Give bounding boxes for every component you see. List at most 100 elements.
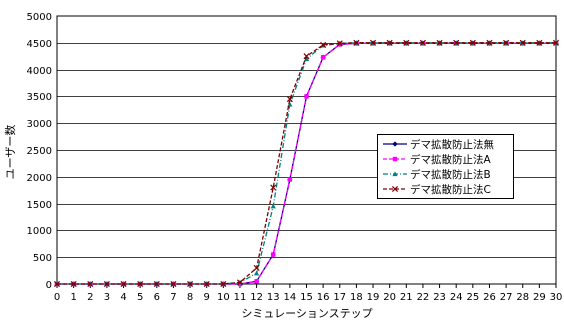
data-point <box>403 39 410 46</box>
tick-labels: 0 500 1000 1500 2000 2500 3000 3500 4000 4500 5000… <box>27 12 563 303</box>
data-point <box>187 280 194 288</box>
x-tick-label: 7 <box>170 292 176 303</box>
x-tick-label: 24 <box>450 292 463 303</box>
data-point <box>271 252 276 257</box>
x-tick-label: 19 <box>367 292 380 303</box>
data-point <box>170 280 177 288</box>
data-point <box>70 280 77 288</box>
legend-item: デマ拡散防止法A <box>383 153 491 166</box>
x-tick-label: 26 <box>483 292 496 303</box>
data-point <box>353 39 360 46</box>
y-tick-label: 0 <box>46 280 52 291</box>
x-tick-label: 9 <box>204 292 210 303</box>
data-point <box>53 280 61 288</box>
y-tick-label: 500 <box>33 253 52 264</box>
data-point <box>304 94 309 99</box>
x-tick-label: 28 <box>516 292 529 303</box>
y-axis-title-group: ユーザー数 <box>4 125 17 180</box>
x-tick-label: 1 <box>70 292 76 303</box>
data-point <box>287 177 293 182</box>
y-tick-label: 3500 <box>27 92 52 103</box>
legend-item: デマ拡散防止法C <box>383 183 491 196</box>
x-tick-label: 14 <box>283 292 296 303</box>
legend-item: デマ拡散防止法B <box>383 168 491 181</box>
x-tick-label: 12 <box>250 292 263 303</box>
data-point <box>303 53 310 60</box>
x-tick-label: 18 <box>350 292 363 303</box>
legend-label: デマ拡散防止法無 <box>410 138 494 151</box>
legend-marker <box>392 141 398 147</box>
y-tick-label: 2000 <box>27 173 52 184</box>
x-tick-label: 13 <box>267 292 280 303</box>
data-point <box>320 55 326 60</box>
x-tick-label: 2 <box>87 292 93 303</box>
x-tick-label: 6 <box>154 292 160 303</box>
data-point <box>469 39 476 46</box>
data-point <box>254 270 260 276</box>
x-tick-label: 20 <box>383 292 396 303</box>
legend-label: デマ拡散防止法B <box>410 168 491 181</box>
x-tick-label: 3 <box>104 292 110 303</box>
data-point <box>120 280 127 288</box>
x-tick-label: 5 <box>137 292 143 303</box>
legend-label: デマ拡散防止法A <box>410 153 491 166</box>
data-point <box>536 39 543 46</box>
data-point <box>254 279 259 284</box>
data-point <box>287 101 293 107</box>
legend-marker <box>392 156 398 162</box>
x-tick-label: 16 <box>317 292 330 303</box>
data-point <box>87 280 94 288</box>
data-point <box>503 39 510 46</box>
data-point <box>153 280 160 288</box>
y-tick-label: 1500 <box>27 200 52 211</box>
x-tick-label: 22 <box>417 292 430 303</box>
legend-item: デマ拡散防止法無 <box>383 138 494 151</box>
data-point <box>320 41 327 48</box>
x-tick-label: 25 <box>466 292 479 303</box>
data-point <box>419 39 426 46</box>
y-tick-label: 4500 <box>27 39 52 50</box>
x-tick-label: 17 <box>333 292 346 303</box>
data-point <box>253 264 260 271</box>
legend-box <box>377 134 514 199</box>
x-tick-label: 23 <box>433 292 446 303</box>
data-point <box>552 39 560 46</box>
data-point <box>203 280 210 288</box>
x-tick-label: 11 <box>234 292 247 303</box>
data-point <box>436 39 443 46</box>
x-tick-label: 29 <box>533 292 546 303</box>
data-point <box>270 203 276 209</box>
data-point <box>236 279 243 286</box>
data-point <box>286 96 293 103</box>
series-lines <box>53 39 560 288</box>
y-tick-label: 4000 <box>27 66 52 77</box>
y-tick-label: 1000 <box>27 226 52 237</box>
data-point <box>453 39 460 46</box>
data-point <box>137 280 144 288</box>
legend-marker <box>391 185 399 193</box>
data-point <box>386 39 393 46</box>
y-tick-label: 2500 <box>27 146 52 157</box>
data-point <box>370 39 377 46</box>
data-point <box>270 184 277 191</box>
data-point <box>303 56 310 61</box>
y-axis-title: ユーザー数 <box>4 125 17 180</box>
x-tick-label: 21 <box>400 292 413 303</box>
gridlines <box>57 43 556 258</box>
legend-label: デマ拡散防止法C <box>410 183 491 196</box>
y-tick-label: 3000 <box>27 119 52 130</box>
series-3 <box>53 39 560 288</box>
x-tick-label: 10 <box>217 292 230 303</box>
legend-marker <box>392 171 398 177</box>
x-tick-label: 0 <box>54 292 60 303</box>
data-point <box>336 40 343 47</box>
x-tick-label: 8 <box>187 292 193 303</box>
x-axis-title: シミュレーションステップ <box>241 307 372 320</box>
x-tick-label: 27 <box>500 292 513 303</box>
x-tick-label: 15 <box>300 292 313 303</box>
x-tick-label: 4 <box>120 292 126 303</box>
y-tick-label: 5000 <box>27 12 52 23</box>
